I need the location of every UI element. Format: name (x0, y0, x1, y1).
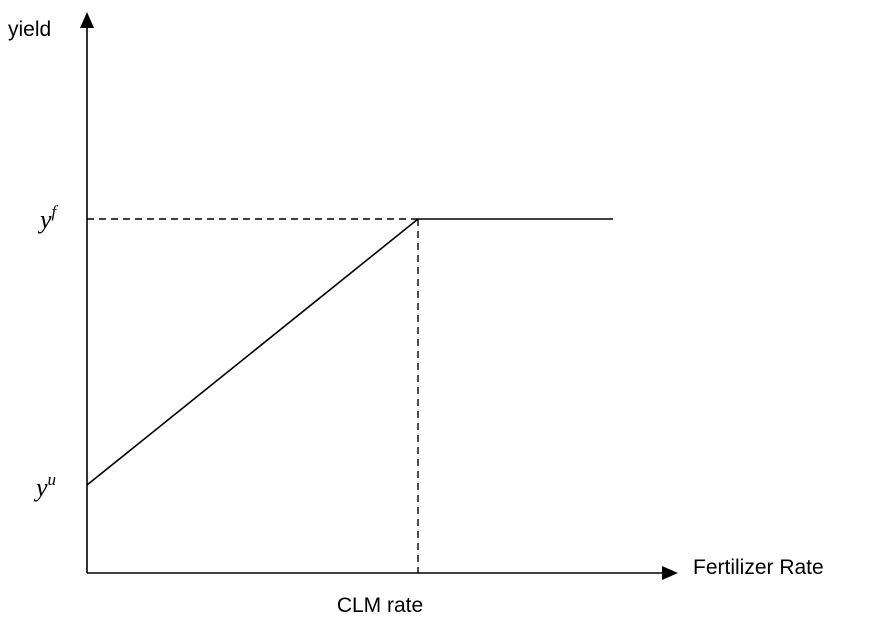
yf-sup: f (52, 202, 59, 221)
response-slope (86, 218, 419, 486)
yu-label: yu (33, 470, 56, 502)
x-axis-arrow (662, 566, 678, 580)
y-axis-arrow (80, 12, 94, 28)
x-axis-label: Fertilizer Rate (693, 556, 824, 579)
yu-sup: u (48, 470, 57, 489)
clm-label: CLM rate (337, 594, 423, 617)
yu-base: y (33, 473, 48, 502)
yf-label: yf (37, 202, 59, 234)
y-axis-label: yield (8, 18, 51, 41)
yf-base: y (37, 205, 52, 234)
